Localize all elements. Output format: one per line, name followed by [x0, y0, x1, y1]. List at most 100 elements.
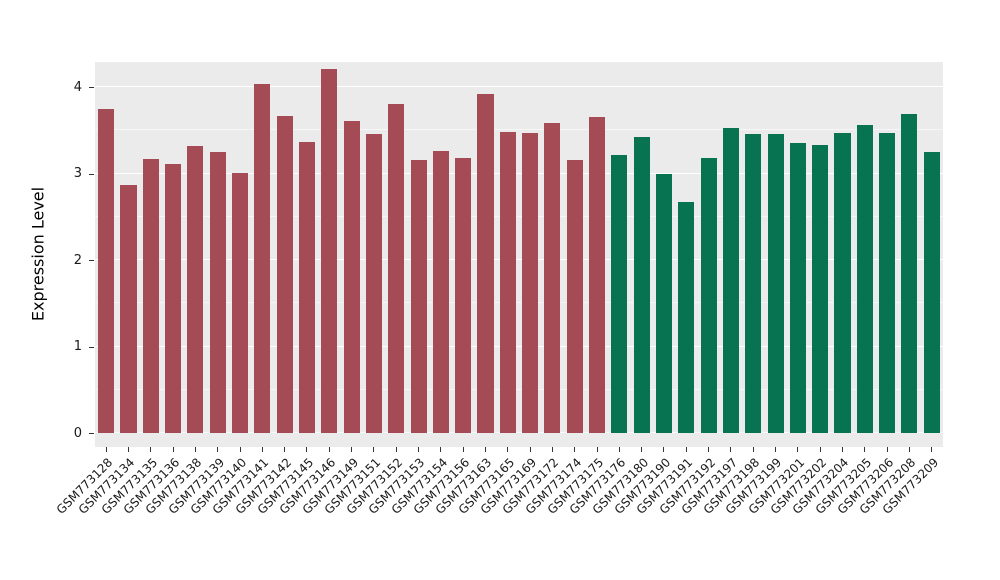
x-tick-mark	[217, 447, 219, 452]
x-tick-slot	[229, 447, 251, 452]
x-tick-mark	[172, 447, 174, 452]
x-tick-mark	[685, 447, 687, 452]
bar-slot	[296, 62, 318, 433]
minor-gridline	[95, 302, 943, 304]
major-gridline	[95, 86, 943, 88]
bar-slot	[586, 62, 608, 433]
bar-GSM773151	[365, 133, 382, 433]
bar-slot	[385, 62, 407, 433]
x-tick-slot	[653, 447, 675, 452]
y-axis-tick-mark	[89, 346, 94, 348]
bar-slot	[787, 62, 809, 433]
x-tick-slot	[140, 447, 162, 452]
x-tick-slot	[675, 447, 697, 452]
bar-GSM773141	[254, 83, 271, 433]
x-tick-slot	[95, 447, 117, 452]
bar-GSM773154	[432, 151, 449, 433]
bar-GSM773149	[343, 120, 360, 433]
x-tick-slot	[764, 447, 786, 452]
bar-GSM773176	[611, 155, 628, 433]
x-tick-mark	[373, 447, 375, 452]
x-tick-mark	[261, 447, 263, 452]
y-axis-tick-label: 2	[73, 252, 82, 268]
bar-GSM773208	[901, 113, 918, 433]
major-gridline	[95, 432, 943, 433]
x-axis-ticks	[95, 447, 943, 452]
x-tick-mark	[864, 447, 866, 452]
y-axis-tick-mark	[89, 260, 94, 262]
x-tick-mark	[596, 447, 598, 452]
bar-GSM773138	[187, 145, 204, 433]
bar-slot	[809, 62, 831, 433]
bar-GSM773198	[745, 133, 762, 433]
bar-GSM773180	[633, 137, 650, 433]
y-axis-tick-mark	[89, 173, 94, 175]
x-tick-mark	[462, 447, 464, 452]
x-tick-slot	[921, 447, 943, 452]
bar-slot	[831, 62, 853, 433]
major-gridline	[95, 345, 943, 347]
x-tick-slot	[430, 447, 452, 452]
x-tick-slot	[184, 447, 206, 452]
bar-GSM773169	[522, 132, 539, 433]
bar-GSM773153	[410, 159, 427, 433]
x-tick-mark	[775, 447, 777, 452]
x-tick-mark	[886, 447, 888, 452]
x-tick-slot	[162, 447, 184, 452]
major-gridline	[95, 172, 943, 174]
x-tick-mark	[239, 447, 241, 452]
bar-slot	[519, 62, 541, 433]
x-tick-slot	[898, 447, 920, 452]
x-tick-slot	[608, 447, 630, 452]
bar-slot	[921, 62, 943, 433]
bar-slot	[697, 62, 719, 433]
bar-GSM773201	[789, 143, 806, 433]
x-tick-slot	[720, 447, 742, 452]
x-tick-mark	[574, 447, 576, 452]
y-axis-tick-mark	[89, 87, 94, 89]
x-tick-slot	[787, 447, 809, 452]
bar-slot	[207, 62, 229, 433]
bar-slot	[497, 62, 519, 433]
x-tick-slot	[452, 447, 474, 452]
bar-GSM773191	[678, 202, 695, 433]
y-axis-tick-label: 4	[73, 79, 82, 95]
bar-GSM773135	[142, 158, 159, 433]
x-tick-mark	[351, 447, 353, 452]
bar-GSM773136	[165, 164, 182, 433]
x-tick-mark	[529, 447, 531, 452]
y-axis-tick-label: 0	[73, 425, 82, 441]
x-tick-mark	[663, 447, 665, 452]
x-tick-mark	[797, 447, 799, 452]
plot-panel	[95, 62, 943, 447]
bar-GSM773128	[98, 108, 115, 433]
bar-slot	[162, 62, 184, 433]
x-tick-slot	[697, 447, 719, 452]
bar-slot	[720, 62, 742, 433]
bar-slot	[229, 62, 251, 433]
x-tick-mark	[440, 447, 442, 452]
bar-slot	[764, 62, 786, 433]
bar-GSM773206	[879, 132, 896, 433]
x-tick-slot	[474, 447, 496, 452]
x-tick-slot	[407, 447, 429, 452]
x-tick-slot	[385, 447, 407, 452]
bar-GSM773142	[276, 115, 293, 433]
y-axis-title: Expression Level	[28, 186, 48, 322]
x-tick-mark	[306, 447, 308, 452]
x-tick-slot	[318, 447, 340, 452]
x-tick-mark	[551, 447, 553, 452]
x-tick-slot	[742, 447, 764, 452]
x-tick-mark	[105, 447, 107, 452]
minor-gridline	[95, 388, 943, 390]
x-tick-mark	[284, 447, 286, 452]
x-tick-slot	[497, 447, 519, 452]
x-tick-mark	[641, 447, 643, 452]
x-tick-mark	[418, 447, 420, 452]
x-tick-mark	[819, 447, 821, 452]
x-label-slot: GSM773209	[879, 452, 943, 552]
bar-slot	[564, 62, 586, 433]
bar-slot	[675, 62, 697, 433]
bar-slot	[95, 62, 117, 433]
